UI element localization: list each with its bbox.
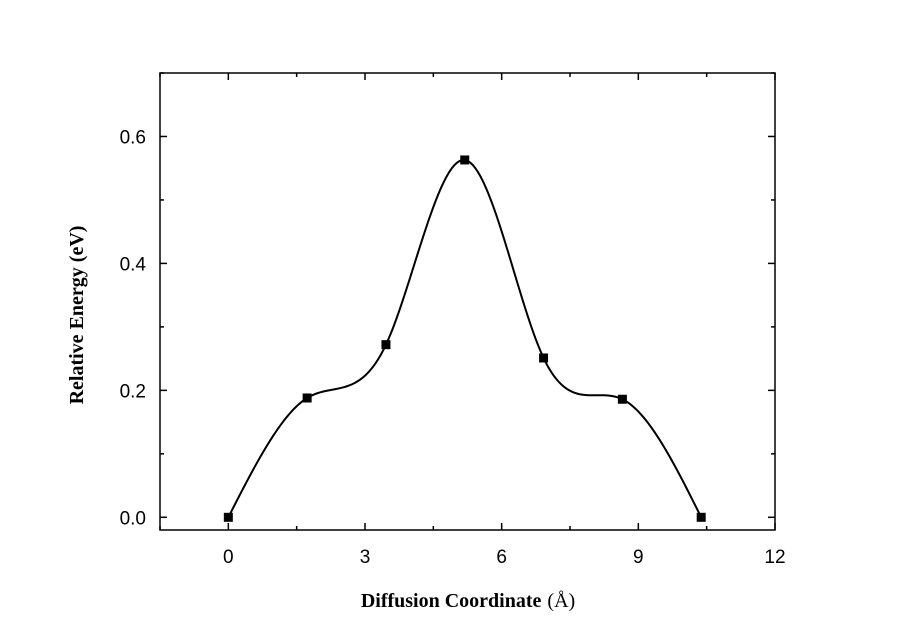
x-axis-unit: (Å) — [547, 590, 575, 612]
y-tick-label: 0.2 — [120, 381, 146, 402]
x-tick-label: 12 — [764, 547, 785, 568]
x-axis-title-text: Diffusion Coordinate — [361, 590, 542, 612]
plot-frame — [159, 72, 776, 531]
x-tick-label: 6 — [496, 547, 507, 568]
series-markers — [223, 155, 706, 522]
series-line — [227, 158, 703, 518]
data-point — [460, 155, 470, 165]
data-point — [381, 340, 391, 350]
data-point — [539, 353, 549, 363]
y-axis-title: Relative Energy (eV) — [66, 226, 88, 405]
data-point — [302, 393, 312, 403]
x-tick-label: 3 — [360, 547, 371, 568]
data-point — [223, 512, 233, 522]
axis-tick-labels: 0 3 6 9 12 0.0 0.2 0.4 0.6 — [120, 127, 786, 568]
x-tick-label: 9 — [633, 547, 644, 568]
x-tick-label: 0 — [223, 547, 234, 568]
axis-ticks — [159, 72, 776, 530]
data-point — [617, 394, 627, 404]
y-tick-label: 0.4 — [120, 254, 147, 275]
data-point — [696, 512, 706, 522]
x-axis-title: Diffusion Coordinate (Å) — [361, 590, 575, 612]
y-tick-label: 0.6 — [120, 127, 146, 148]
y-tick-label: 0.0 — [120, 508, 146, 529]
